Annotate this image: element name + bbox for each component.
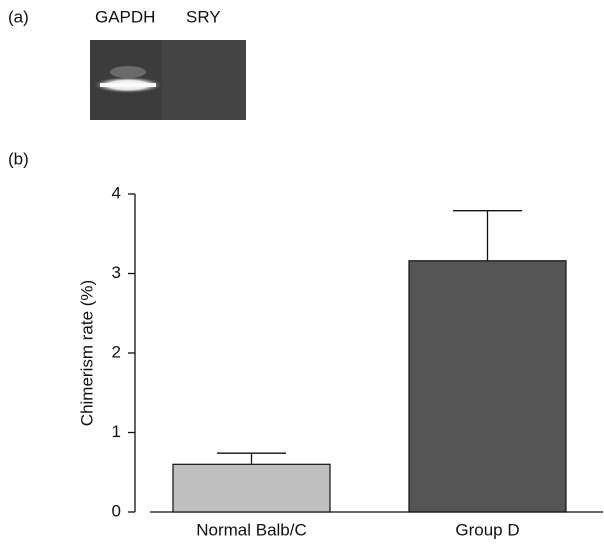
x-tick-label: Group D: [455, 520, 519, 539]
y-tick-label: 2: [112, 342, 121, 361]
y-tick-label: 3: [112, 263, 121, 282]
lane-label: SRY: [186, 7, 221, 26]
panel-label: (a): [8, 7, 29, 26]
y-tick-label: 0: [112, 501, 121, 520]
figure: (a) GAPDH SRY (b) Chimerism rate (%) 0 1 2…: [0, 0, 604, 546]
bar: [409, 261, 566, 512]
lane-label: GAPDH: [95, 7, 155, 26]
gel-image: [90, 40, 246, 120]
y-axis-title: Chimerism rate (%): [77, 280, 96, 426]
y-tick-label: 1: [112, 422, 121, 441]
y-tick-label: 4: [112, 183, 121, 202]
x-tick-label: Normal Balb/C: [196, 520, 307, 539]
panel-label: (b): [8, 149, 29, 168]
bar: [173, 464, 330, 512]
